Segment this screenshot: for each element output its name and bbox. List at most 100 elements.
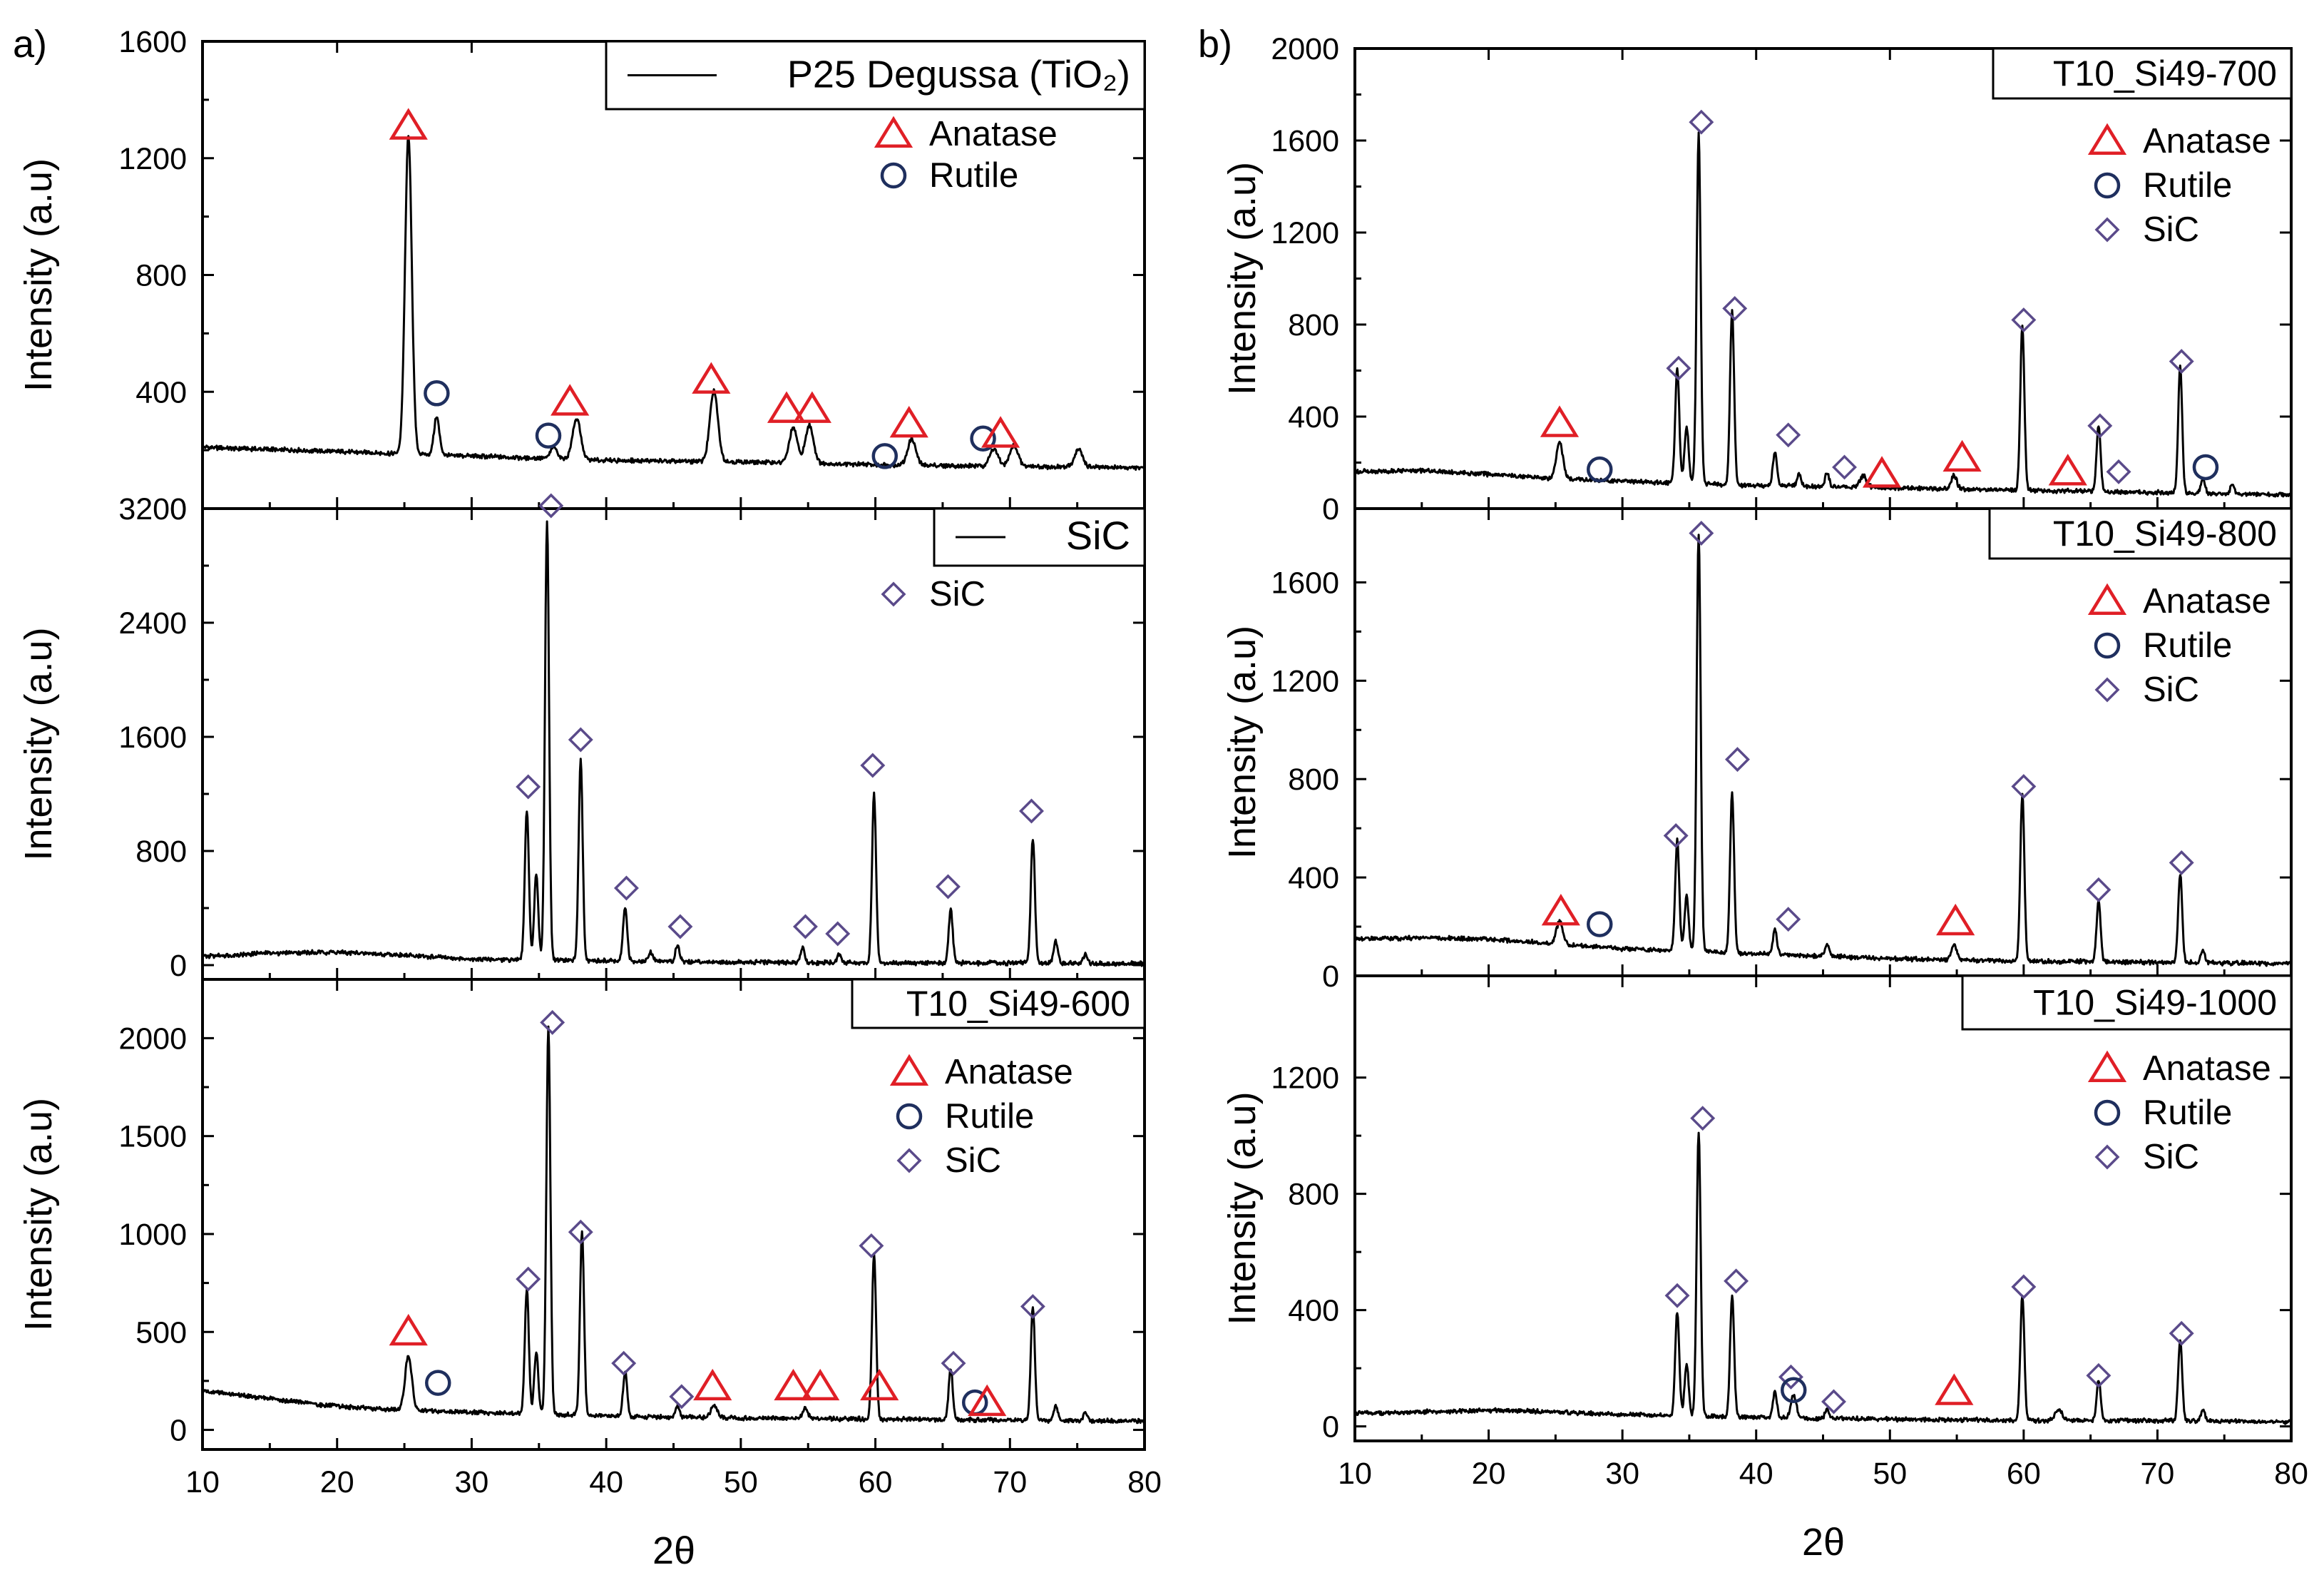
diffraction-trace <box>1354 1131 2293 1425</box>
sic-marker <box>2011 1274 2037 1300</box>
rutile-marker <box>1587 456 1613 483</box>
rutile-marker <box>1587 911 1613 937</box>
rutile-marker <box>425 1370 451 1396</box>
legend-sic-symbol <box>2094 217 2120 243</box>
y-tick-label: 0 <box>1322 959 1339 994</box>
sic-marker <box>1776 422 1801 448</box>
x-tick-label: 50 <box>1873 1457 1907 1491</box>
sample-name: T10_Si49-1000 <box>2033 983 2277 1023</box>
y-axis-title: Intensity (a.u) <box>17 1098 60 1331</box>
rutile-marker <box>424 380 450 407</box>
diffraction-trace <box>201 520 1145 967</box>
x-tick-label: 20 <box>320 1465 354 1499</box>
y-tick-label: 0 <box>170 1414 187 1448</box>
anatase-marker <box>1862 456 1902 488</box>
legend-rutile-symbol <box>2094 1099 2121 1126</box>
y-tick-label: 1200 <box>1271 1061 1339 1096</box>
sic-marker <box>1689 109 1714 135</box>
sic-marker <box>859 1233 884 1258</box>
sic-marker <box>2106 459 2131 484</box>
y-tick-label: 800 <box>135 835 187 869</box>
legend-rutile-symbol <box>880 162 907 189</box>
marker-legend: SiC <box>881 575 986 613</box>
y-tick-label: 400 <box>1288 861 1339 895</box>
x-tick-label: 50 <box>724 1465 758 1499</box>
panel-b-2: 0 400 800 1200 10 20 30 40 50 60 70 80 Intensity (a.… <box>1221 974 2308 1491</box>
sic-marker <box>1666 355 1691 381</box>
x-tick-label: 40 <box>589 1465 623 1499</box>
x-tick-label: 80 <box>1127 1465 1162 1499</box>
sic-marker <box>669 1384 695 1410</box>
legend-rutile-label: Rutile <box>945 1097 1034 1136</box>
sic-marker <box>2169 349 2194 374</box>
x-tick-label: 10 <box>1338 1457 1372 1491</box>
sic-marker <box>941 1350 966 1376</box>
legend-sic-label: SiC <box>929 575 986 613</box>
y-tick-label: 500 <box>135 1315 187 1350</box>
x-tick-label: 70 <box>2141 1457 2175 1491</box>
sic-marker <box>1832 454 1857 480</box>
y-tick-label: 0 <box>1322 492 1339 526</box>
y-tick-label: 1600 <box>118 720 187 755</box>
marker-legend: Anatase Rutile SiC <box>2087 582 2271 709</box>
plot-frame <box>201 40 1146 510</box>
y-axis-title: Intensity (a.u) <box>1221 162 1264 395</box>
sic-marker <box>860 753 886 778</box>
sic-marker <box>568 727 593 753</box>
plot-frame <box>201 507 1146 981</box>
panel-a-2: 0 500 1000 1500 2000 10 20 30 40 50 60 70 80 Intensit… <box>17 978 1162 1499</box>
y-tick-label: 0 <box>1322 1410 1339 1444</box>
legend-anatase-label: Anatase <box>2143 1049 2271 1088</box>
sample-legend: T10_Si49-600 <box>851 978 1146 1029</box>
y-tick-label: 1500 <box>118 1120 187 1154</box>
sic-marker <box>2011 774 2037 800</box>
sic-marker <box>2086 1362 2111 1388</box>
x-tick-label: 80 <box>2274 1457 2308 1491</box>
legend-sic-label: SiC <box>945 1141 1001 1180</box>
legend-rutile-symbol <box>896 1103 923 1130</box>
sample-legend: SiC <box>933 507 1146 567</box>
anatase-marker <box>1942 439 1982 472</box>
y-tick-label: 400 <box>1288 1294 1339 1328</box>
anatase-marker <box>801 1368 840 1401</box>
y-tick-label: 800 <box>1288 763 1339 797</box>
x-tick-label: 70 <box>993 1465 1027 1499</box>
y-tick-label: 0 <box>170 492 187 526</box>
legend-rutile-symbol <box>2094 632 2121 659</box>
sic-marker <box>516 774 541 800</box>
sic-marker <box>516 1266 541 1292</box>
legend-sic-symbol <box>2094 1144 2120 1170</box>
plot-frame <box>1353 974 2293 1442</box>
sic-marker <box>2087 413 2113 439</box>
anatase-marker <box>889 405 928 438</box>
sample-legend: T10_Si49-800 <box>1988 507 2293 560</box>
legend-sic-label: SiC <box>2143 1138 2199 1176</box>
x-tick-label: 60 <box>2007 1457 2041 1491</box>
legend-sic-label: SiC <box>2143 210 2199 249</box>
x-tick-label: 60 <box>859 1465 893 1499</box>
legend-sic-symbol <box>881 581 906 607</box>
legend-rutile-label: Rutile <box>2143 626 2232 665</box>
y-tick-label: 2000 <box>118 1021 187 1056</box>
legend-rutile-label: Rutile <box>2143 166 2232 205</box>
sic-marker <box>1690 1106 1716 1131</box>
rutile-marker <box>871 443 899 469</box>
y-tick-label: 2400 <box>118 606 187 641</box>
x-tick-label: 30 <box>455 1465 489 1499</box>
anatase-marker <box>1541 894 1580 926</box>
rutile-marker <box>2192 454 2219 481</box>
sic-marker <box>613 875 639 901</box>
plot-frame <box>1353 507 2293 977</box>
sic-marker <box>2169 1320 2194 1346</box>
sic-marker <box>1664 1283 1690 1308</box>
anatase-marker <box>767 391 807 423</box>
legend-sic-label: SiC <box>2143 671 2199 709</box>
marker-legend: Anatase Rutile SiC <box>889 1053 1073 1180</box>
x-tick-label: 20 <box>1472 1457 1506 1491</box>
sic-marker <box>1019 798 1044 824</box>
x-tick-label: 30 <box>1605 1457 1639 1491</box>
y-tick-label: 400 <box>135 375 187 409</box>
diffraction-trace <box>1354 131 2293 498</box>
